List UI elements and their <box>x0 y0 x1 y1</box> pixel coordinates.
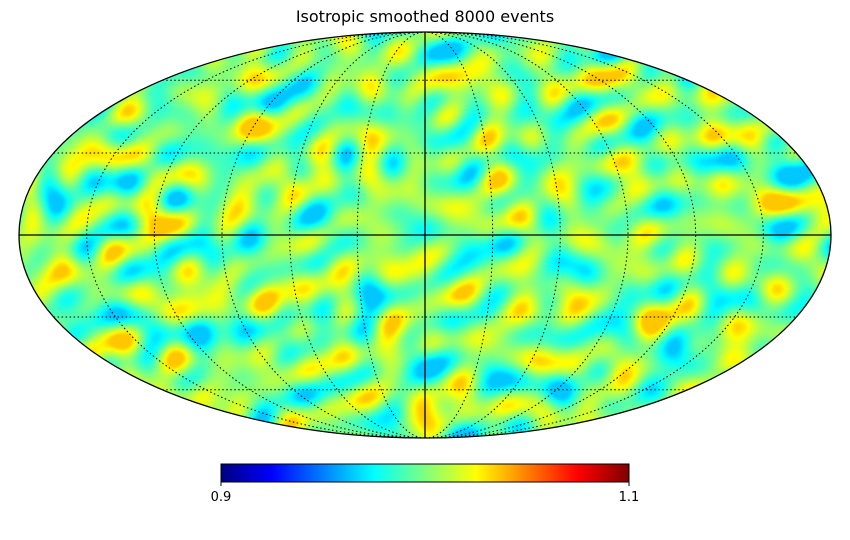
meridian-line <box>424 32 764 438</box>
meridian-line <box>153 32 426 438</box>
colorbar-min-label: 0.9 <box>211 490 232 505</box>
meridian-line <box>424 32 697 438</box>
graticule <box>19 32 831 438</box>
meridian-line <box>424 32 494 438</box>
colorbar-max-label: 1.1 <box>619 490 640 505</box>
meridian-line <box>86 32 426 438</box>
chart-title: Isotropic smoothed 8000 events <box>296 7 554 26</box>
colorbar: 0.9 1.1 <box>211 463 640 505</box>
sky-map <box>18 31 832 439</box>
meridian-line <box>356 32 426 438</box>
map-boundary <box>18 31 832 439</box>
colorbar-bar <box>220 463 630 483</box>
